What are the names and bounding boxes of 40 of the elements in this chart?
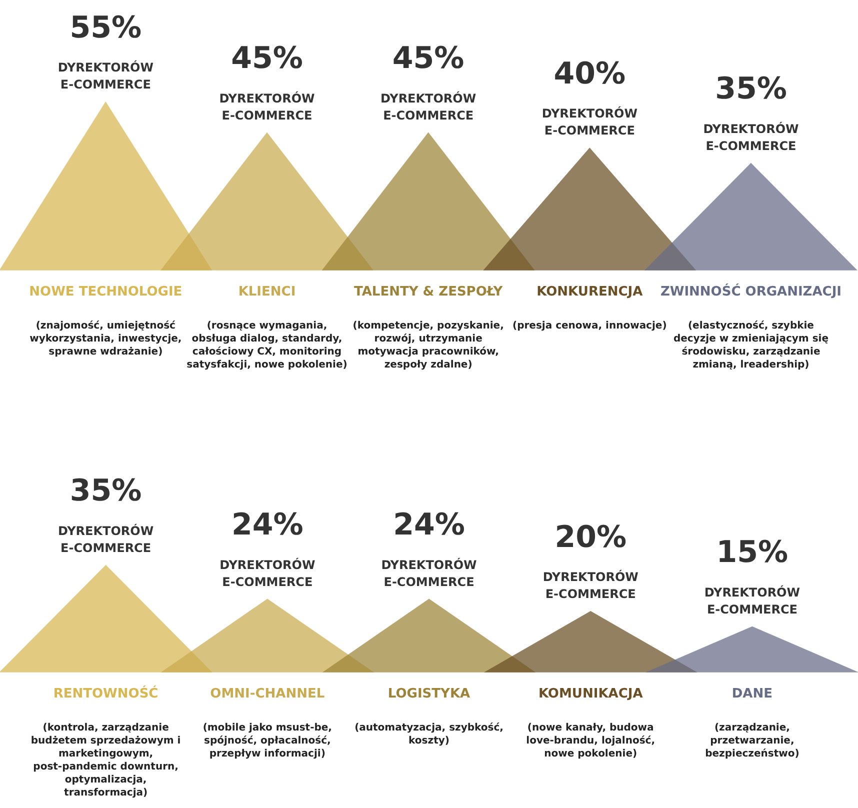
data-label: 55% <box>70 10 142 46</box>
category-label: TALENTY & ZESPOŁY <box>354 284 504 300</box>
text: (presja cenowa, innowacje) <box>512 320 667 332</box>
data-label: 45% <box>392 41 464 76</box>
data-label: 24% <box>393 508 465 542</box>
text: DYREKTORÓW E-COMMERCE <box>58 524 154 556</box>
data-label: 45% <box>231 41 303 76</box>
text: (znajomość, umiejętność wykorzystania, inwestycje, sprawne wdrażanie) <box>30 320 182 358</box>
text: (elastyczność, szybkie decyzje w zmieniającym się środowisku, zarządzanie zmianą, lreadership) <box>673 320 829 371</box>
category-label: NOWE TECHNOLOGIE <box>29 284 182 300</box>
data-label: 40% <box>554 56 626 92</box>
text: (kontrola, zarządzanie budżetem sprzedażowym i marketingowym, post-pandemic downturn, optymalizacja, transformacja) <box>30 722 181 799</box>
category-label: DANE <box>732 686 773 702</box>
data-label: 35% <box>70 474 142 509</box>
data-label: 24% <box>231 508 304 542</box>
text: DYREKTORÓW E-COMMERCE <box>542 106 638 138</box>
text: (nowe kanały, budowa love-brandu, lojalność, nowe pokolenie) <box>526 722 656 760</box>
category-label: KLIENCI <box>238 284 296 300</box>
text: DYREKTORÓW E-COMMERCE <box>704 585 800 616</box>
text: DYREKTORÓW E-COMMERCE <box>703 122 799 154</box>
text: (kompetencje, pozyskanie, rozwój, utrzymanie motywacja pracowników, zespoły zdalne) <box>352 320 504 371</box>
text: (zarządzanie, przetwarzanie, bezpieczeństwo) <box>705 722 800 760</box>
category-label: RENTOWNOŚĆ <box>53 684 158 702</box>
text: (automatyzacja, szybkość, koszty) <box>354 722 504 747</box>
text: (mobile jako msust-be, spójność, opłacalność, przepływ informacji) <box>202 722 332 760</box>
text: DYREKTORÓW E-COMMERCE <box>380 91 476 122</box>
category-label: KOMUNIKACJA <box>538 686 643 702</box>
text: DYREKTORÓW E-COMMERCE <box>220 558 316 589</box>
text: DYREKTORÓW E-COMMERCE <box>219 91 315 122</box>
data-label: 35% <box>715 72 787 107</box>
data-label: 15% <box>716 535 788 570</box>
category-label: KONKURENCJA <box>536 284 643 300</box>
text: DYREKTORÓW E-COMMERCE <box>381 558 477 589</box>
category-label: ZWINNOŚĆ ORGANIZACJI <box>660 282 842 300</box>
text: DYREKTORÓW E-COMMERCE <box>58 60 154 92</box>
category-label: LOGISTYKA <box>388 686 470 702</box>
text: (rosnące wymagania, obsługa dialog, standardy, całościowy CX, monitoring satysfakcji, nowe pokolenie) <box>186 320 348 371</box>
category-label: OMNI-CHANNEL <box>210 686 325 702</box>
text: DYREKTORÓW E-COMMERCE <box>542 570 638 602</box>
data-label: 20% <box>554 520 627 555</box>
